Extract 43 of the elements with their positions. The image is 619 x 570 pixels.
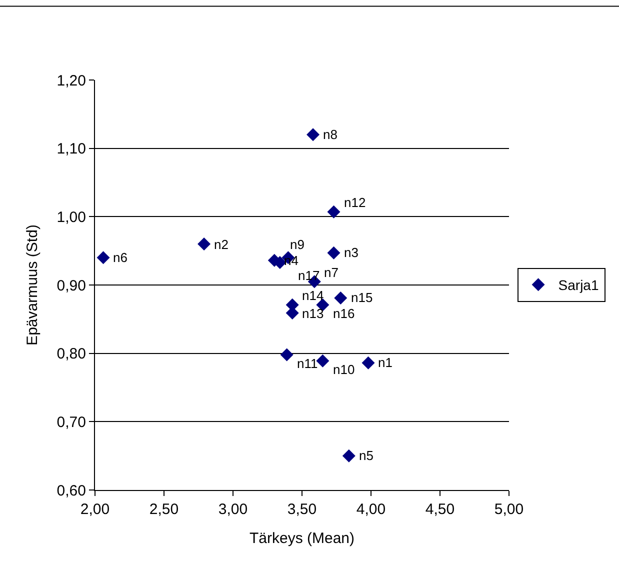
x-tick-label: 2,00 (80, 501, 110, 518)
y-tick-label: 0,90 (56, 277, 86, 294)
x-tick-label: 4,50 (425, 501, 455, 518)
y-tick-label: 0,80 (56, 346, 86, 363)
data-label: n1 (378, 355, 392, 370)
data-label: n11 (297, 356, 318, 371)
y-tick-label: 1,00 (56, 208, 86, 226)
point (327, 246, 340, 260)
point (362, 356, 375, 370)
point (334, 291, 348, 304)
x-tick-label: 3,00 (218, 501, 248, 518)
x-tick-label: 3,50 (287, 501, 317, 518)
x-tick-label: 5,00 (494, 501, 524, 518)
legend-label: Sarja1 (558, 277, 599, 294)
point (280, 348, 294, 362)
data-label: n5 (359, 448, 374, 463)
point (316, 354, 330, 368)
data-label: n6 (113, 250, 128, 265)
y-tick-label: 0,60 (56, 482, 86, 500)
point (306, 128, 320, 142)
y-axis-title: Epävarmuus (Std) (24, 224, 42, 346)
data-label: n12 (344, 195, 366, 210)
data-label: n8 (323, 127, 338, 142)
data-label: n7 (324, 265, 338, 280)
data-label: n17 (298, 268, 320, 283)
point (342, 449, 356, 462)
data-label: n16 (333, 306, 355, 321)
data-label: n14 (302, 288, 324, 303)
data-label: n3 (344, 245, 358, 260)
data-label: n13 (302, 306, 324, 321)
data-label: n9 (290, 237, 304, 252)
data-label: n2 (214, 237, 228, 252)
y-tick-label: 1,10 (56, 140, 86, 158)
y-tick-label: 1,20 (56, 72, 86, 90)
data-label: n10 (333, 362, 355, 377)
y-tick-label: 0,70 (56, 414, 86, 431)
point (327, 205, 340, 218)
point (96, 251, 110, 264)
x-axis-title: Tärkeys (Mean) (249, 530, 355, 547)
point (198, 238, 211, 250)
data-label: n15 (351, 290, 373, 305)
x-tick-label: 2,50 (149, 501, 179, 518)
x-tick-label: 4,00 (356, 501, 386, 518)
